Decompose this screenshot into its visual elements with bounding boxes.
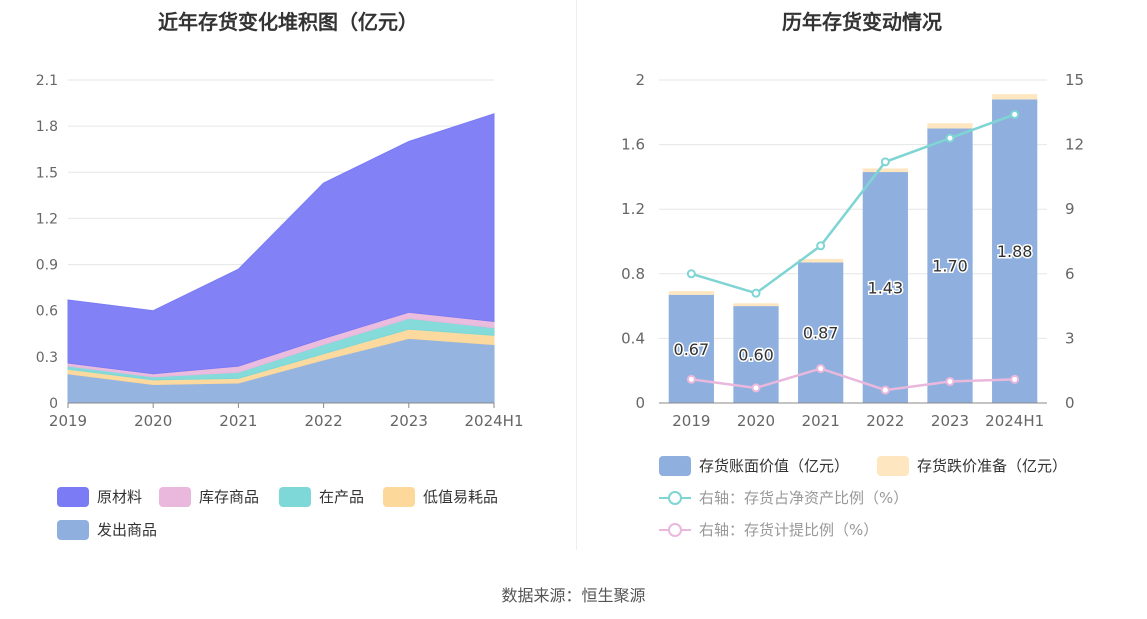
left-chart-panel: 近年存货变化堆积图（亿元） 0 0.3 0.6 0.9 1.2 1.5 1.8 2.1 2019… (0, 0, 576, 550)
line-point (816, 364, 826, 374)
bar-value-label: 1.70 (932, 257, 968, 276)
legend-item: 右轴：存货计提比例（%） (659, 519, 878, 540)
y-left-tick-label: 2 (635, 71, 645, 89)
y-right-tick-label: 3 (1065, 329, 1075, 347)
x-tick-label: 2019 (672, 412, 710, 430)
legend-label: 存货账面价值（亿元） (699, 457, 850, 475)
bar-value-label: 0.67 (674, 340, 710, 359)
y-tick-label: 1.8 (36, 119, 58, 135)
bar-value-label: 1.88 (997, 242, 1033, 261)
legend-label: 右轴：存货占净资产比例（%） (699, 489, 909, 507)
legend-line-marker (659, 520, 691, 540)
y-right-tick-label: 9 (1065, 200, 1075, 218)
legend-label: 发出商品 (97, 521, 158, 539)
y-left-tick-label: 0.8 (621, 265, 645, 283)
bar-impairment-reserve (992, 94, 1038, 100)
legend-swatch (659, 455, 691, 476)
bar-inventory-value (992, 99, 1038, 403)
y-tick-label: 0 (49, 396, 58, 412)
y-left-tick-label: 1.6 (621, 136, 645, 154)
line-point (880, 157, 890, 167)
line-point (751, 383, 761, 393)
legend-item: 低值易耗品 (383, 486, 498, 507)
legend-label: 库存商品 (199, 488, 260, 506)
bar-value-label: 0.60 (738, 346, 774, 365)
bar-inventory-value (862, 172, 908, 403)
bar-impairment-reserve (798, 258, 844, 263)
legend-item: 存货账面价值（亿元） (659, 455, 849, 476)
legend-swatch (57, 519, 89, 540)
legend-swatch (877, 455, 909, 476)
area-series-原材料 (67, 113, 495, 375)
bar-inventory-value (798, 262, 844, 403)
y-tick-label: 0.3 (36, 350, 58, 366)
legend-label: 右轴：存货计提比例（%） (699, 521, 879, 539)
x-tick-label: 2023 (931, 412, 969, 430)
line-point (1010, 374, 1020, 384)
bar-impairment-reserve (668, 291, 714, 295)
y-right-tick-label: 0 (1065, 394, 1075, 412)
legend-label: 低值易耗品 (423, 488, 499, 506)
y-tick-label: 0.9 (36, 258, 58, 274)
legend-item: 右轴：存货占净资产比例（%） (659, 487, 908, 508)
right-chart-title: 历年存货变动情况 (782, 10, 942, 34)
left-chart-title: 近年存货变化堆积图（亿元） (158, 10, 418, 34)
right-chart-panel: 历年存货变动情况 0 0.4 0.8 1.2 1.6 2 0 3 6 9 12 15 0.67 0.60 0… (577, 0, 1147, 550)
x-tick-label: 2023 (390, 412, 428, 430)
x-tick-label: 2020 (134, 412, 172, 430)
x-tick-label: 2019 (49, 412, 87, 430)
y-tick-label: 1.2 (36, 211, 58, 227)
stacked-area-chart: 0 0.3 0.6 0.9 1.2 1.5 1.8 2.1 2019 2020 2021 2022 20… (36, 73, 524, 430)
data-source-note: 数据来源：恒生聚源 (501, 586, 646, 605)
legend-label: 原材料 (97, 488, 143, 506)
legend-item: 存货跌价准备（亿元） (877, 455, 1067, 476)
line-point (945, 133, 955, 143)
y-left-tick-label: 0.4 (621, 329, 645, 347)
legend-item: 库存商品 (159, 486, 259, 507)
y-tick-label: 0.6 (36, 304, 58, 320)
legend-item: 发出商品 (57, 519, 157, 540)
bar-value-label: 1.43 (868, 279, 904, 298)
x-tick-label: 2020 (737, 412, 775, 430)
bar-impairment-reserve (862, 168, 908, 173)
y-tick-label: 2.1 (36, 73, 58, 89)
bar-value-label: 0.87 (803, 324, 839, 343)
line-point (945, 376, 955, 386)
legend-item: 原材料 (57, 486, 142, 507)
legend-swatch (159, 486, 191, 507)
legend-swatch (383, 486, 415, 507)
legend-label: 在产品 (319, 488, 365, 506)
x-tick-label: 2024H1 (465, 412, 524, 430)
panel-divider (576, 0, 577, 550)
bar-inventory-value (668, 294, 714, 403)
legend-swatch (57, 486, 89, 507)
line-series-net-asset-ratio (690, 113, 1016, 295)
legend-swatch (279, 486, 311, 507)
x-tick-label: 2021 (219, 412, 257, 430)
bar-inventory-value (927, 128, 973, 403)
x-tick-label: 2021 (802, 412, 840, 430)
line-point (751, 288, 761, 298)
bar-impairment-reserve (733, 303, 779, 307)
line-point (816, 241, 826, 251)
y-right-tick-label: 6 (1065, 265, 1075, 283)
y-left-tick-label: 1.2 (621, 200, 645, 218)
line-series-provision-ratio (691, 367, 1015, 392)
legend-line-marker (659, 488, 691, 508)
line-point (1010, 109, 1020, 119)
y-left-tick-label: 0 (635, 394, 645, 412)
line-point (686, 269, 696, 279)
y-right-tick-label: 15 (1065, 71, 1084, 89)
legend-label: 存货跌价准备（亿元） (917, 457, 1068, 475)
line-point (880, 385, 890, 395)
x-tick-label: 2022 (866, 412, 904, 430)
line-point (686, 374, 696, 384)
bar-impairment-reserve (927, 123, 973, 129)
y-tick-label: 1.5 (36, 165, 58, 181)
y-right-tick-label: 12 (1065, 136, 1084, 154)
x-tick-label: 2022 (305, 412, 343, 430)
bar-line-combo-chart: 0 0.4 0.8 1.2 1.6 2 0 3 6 9 12 15 0.67 0.60 0.87 1.43 1.… (621, 71, 1084, 430)
x-tick-label: 2024H1 (985, 412, 1044, 430)
legend-item: 在产品 (279, 486, 364, 507)
